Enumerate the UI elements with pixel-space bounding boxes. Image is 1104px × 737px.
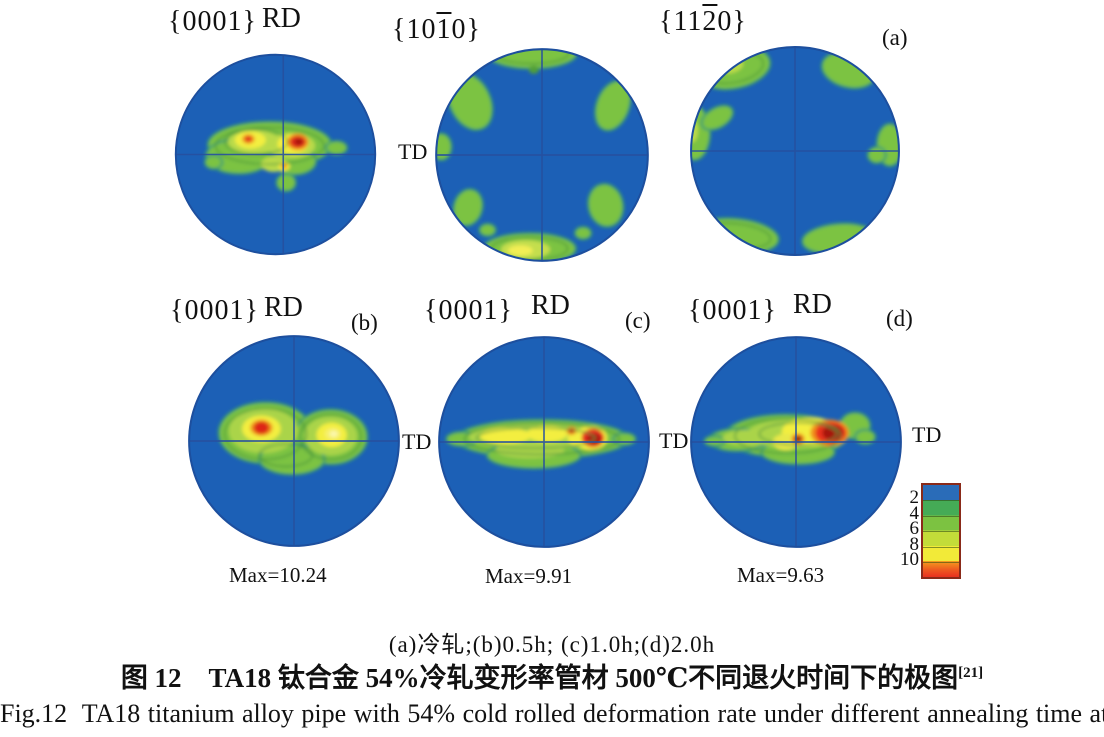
td-label-d: TD	[912, 422, 942, 447]
rd-label-b: RD	[264, 292, 303, 323]
rd-label-d: RD	[793, 289, 832, 320]
td-label-b: TD	[402, 429, 432, 454]
pole-figure-b-0001	[188, 335, 400, 547]
caption-chinese: 图 12 TA18 钛合金 54%冷轧变形率管材 500℃不同退火时间下的极图[…	[120, 663, 984, 693]
colorbar-label-8: 8	[909, 534, 920, 555]
td-label-a1: TD	[398, 139, 428, 164]
plane-label-d: {0001}	[688, 295, 777, 326]
colorbar	[921, 483, 961, 579]
colorbar-tick-line	[923, 516, 959, 517]
colorbar-tick-line	[923, 500, 959, 501]
pole-figure-c-0001	[438, 336, 650, 548]
rd-label-c: RD	[531, 290, 570, 321]
max-value-d: Max=9.63	[737, 563, 825, 587]
pole-figure-a-1120	[690, 46, 900, 256]
max-value-b: Max=10.24	[229, 563, 327, 587]
panel-letter-a: (a)	[882, 25, 908, 50]
panel-letter-d: (d)	[886, 306, 913, 331]
pole-figure-a-0001	[174, 53, 377, 256]
colorbar-tick-line	[923, 562, 959, 563]
colorbar-label-6: 6	[909, 518, 920, 539]
caption-reference-sup: [21]	[958, 665, 984, 681]
plane-label-b: {0001}	[170, 295, 259, 326]
td-label-c: TD	[659, 428, 689, 453]
plane-label-c: {0001}	[424, 295, 513, 326]
colorbar-label-2: 2	[909, 487, 920, 508]
pole-figure-d-0001	[690, 336, 902, 548]
colorbar-label-4: 4	[909, 503, 920, 524]
caption-english: Fig.12 TA18 titanium alloy pipe with 54%…	[0, 699, 1104, 728]
pole-figure-a-1010	[435, 48, 649, 262]
caption-conditions: (a)冷轧;(b)0.5h; (c)1.0h;(d)2.0h	[388, 632, 716, 657]
colorbar-label-10: 10	[900, 549, 919, 570]
plane-label-a-1120: {1120}	[659, 6, 747, 37]
plane-label-a-0001: {0001}	[168, 6, 257, 37]
panel-letter-c: (c)	[625, 308, 651, 333]
rd-label-a1: RD	[262, 3, 301, 34]
max-value-c: Max=9.91	[485, 564, 573, 588]
colorbar-tick-line	[923, 547, 959, 548]
colorbar-tick-line	[923, 531, 959, 532]
plane-label-a-1010: {1010}	[392, 14, 481, 45]
panel-letter-b: (b)	[351, 310, 378, 335]
